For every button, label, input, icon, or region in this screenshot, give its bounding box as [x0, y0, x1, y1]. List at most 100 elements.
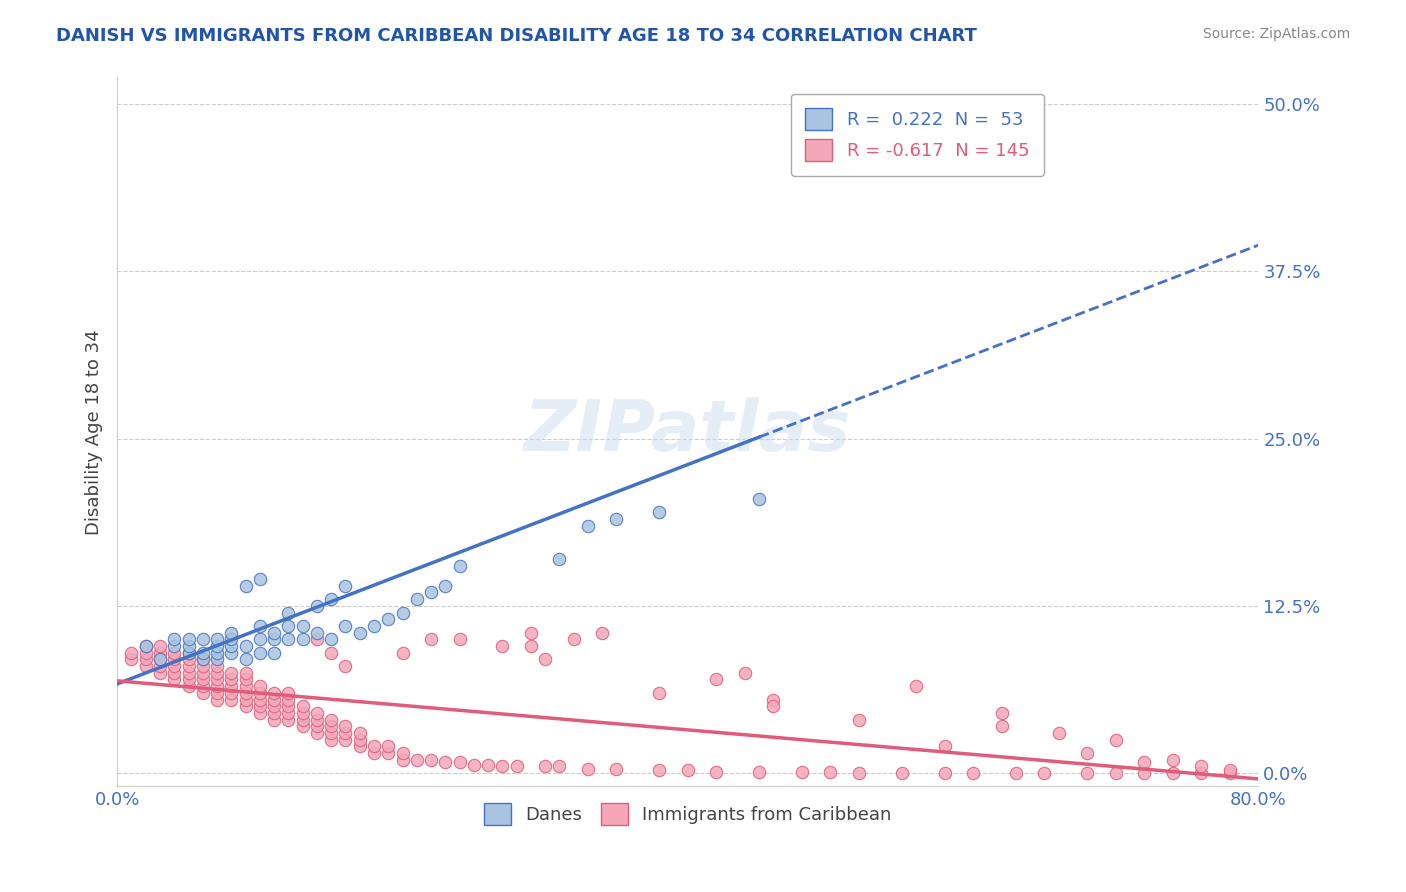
Point — [363, 739, 385, 754]
Point — [449, 558, 471, 573]
Point — [291, 699, 314, 714]
Point — [377, 612, 399, 626]
Point — [221, 686, 243, 700]
Point — [548, 759, 571, 773]
Point — [335, 726, 357, 740]
Point — [277, 699, 299, 714]
Point — [249, 572, 271, 586]
Point — [277, 619, 299, 633]
Point — [205, 686, 228, 700]
Point — [321, 732, 343, 747]
Point — [762, 692, 785, 706]
Point — [1161, 753, 1184, 767]
Point — [163, 665, 186, 680]
Point — [135, 659, 157, 673]
Point — [363, 619, 385, 633]
Point — [848, 713, 870, 727]
Point — [163, 652, 186, 666]
Point — [235, 692, 257, 706]
Point — [848, 766, 870, 780]
Point — [221, 625, 243, 640]
Point — [1076, 766, 1098, 780]
Point — [305, 726, 328, 740]
Point — [249, 632, 271, 647]
Point — [321, 646, 343, 660]
Point — [291, 619, 314, 633]
Point — [191, 665, 214, 680]
Point — [962, 766, 984, 780]
Point — [1219, 764, 1241, 778]
Point — [205, 652, 228, 666]
Point — [249, 706, 271, 720]
Point — [163, 632, 186, 647]
Point — [1005, 766, 1028, 780]
Point — [335, 619, 357, 633]
Point — [191, 652, 214, 666]
Point — [177, 639, 200, 653]
Y-axis label: Disability Age 18 to 34: Disability Age 18 to 34 — [86, 329, 103, 535]
Point — [191, 686, 214, 700]
Point — [263, 706, 285, 720]
Point — [277, 632, 299, 647]
Point — [277, 706, 299, 720]
Point — [349, 732, 371, 747]
Point — [420, 632, 443, 647]
Point — [1189, 759, 1212, 773]
Point — [576, 762, 599, 776]
Point — [205, 646, 228, 660]
Point — [420, 753, 443, 767]
Point — [205, 692, 228, 706]
Point — [221, 646, 243, 660]
Point — [263, 686, 285, 700]
Point — [291, 719, 314, 733]
Point — [177, 632, 200, 647]
Point — [221, 673, 243, 687]
Point — [149, 652, 172, 666]
Point — [391, 753, 413, 767]
Point — [291, 713, 314, 727]
Point — [163, 646, 186, 660]
Text: ZIPatlas: ZIPatlas — [524, 398, 852, 467]
Point — [277, 686, 299, 700]
Point — [177, 679, 200, 693]
Point — [1033, 766, 1056, 780]
Point — [706, 764, 728, 779]
Point — [263, 713, 285, 727]
Point — [321, 592, 343, 607]
Legend: Danes, Immigrants from Caribbean: Danes, Immigrants from Caribbean — [475, 794, 900, 834]
Point — [191, 632, 214, 647]
Point — [349, 625, 371, 640]
Point — [321, 719, 343, 733]
Point — [405, 592, 427, 607]
Point — [790, 764, 813, 779]
Point — [391, 646, 413, 660]
Point — [820, 764, 842, 779]
Point — [305, 632, 328, 647]
Point — [321, 726, 343, 740]
Point — [235, 673, 257, 687]
Point — [434, 756, 457, 770]
Point — [249, 686, 271, 700]
Point — [505, 759, 527, 773]
Point — [135, 646, 157, 660]
Point — [335, 579, 357, 593]
Point — [449, 756, 471, 770]
Point — [734, 665, 756, 680]
Point — [149, 652, 172, 666]
Point — [405, 753, 427, 767]
Point — [235, 579, 257, 593]
Point — [249, 619, 271, 633]
Point — [335, 732, 357, 747]
Point — [335, 719, 357, 733]
Point — [534, 652, 557, 666]
Point — [648, 686, 671, 700]
Point — [263, 699, 285, 714]
Point — [249, 646, 271, 660]
Point — [291, 706, 314, 720]
Point — [205, 639, 228, 653]
Point — [305, 625, 328, 640]
Point — [277, 692, 299, 706]
Point — [377, 746, 399, 760]
Point — [205, 665, 228, 680]
Point — [177, 659, 200, 673]
